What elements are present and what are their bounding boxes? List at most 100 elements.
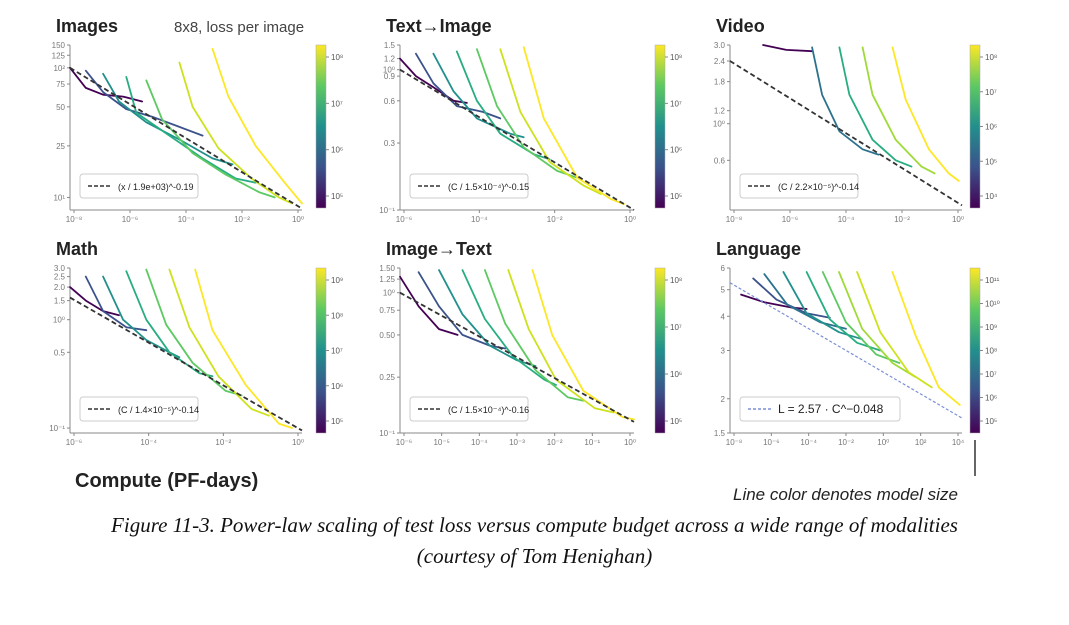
x-tick-label: 10⁰ (624, 438, 636, 447)
x-tick-label: 10⁻⁸ (66, 215, 83, 224)
y-tick-label: 1.2 (384, 55, 396, 64)
colorbar-tick-label: 10⁷ (985, 370, 997, 379)
series-group (399, 46, 625, 206)
x-tick-label: 10⁻⁴ (178, 215, 195, 224)
colorbar-tick-label: 10⁶ (985, 123, 997, 132)
legend-label: (C / 1.5×10⁻⁴)^-0.16 (448, 405, 529, 415)
colorbar-tick-label: 10¹¹ (985, 276, 1000, 285)
y-tick-label: 10⁻¹ (379, 206, 395, 215)
colorbar-tick-label: 10⁸ (670, 53, 682, 62)
legend-box (409, 173, 529, 199)
y-tick-label: 0.6 (714, 156, 726, 165)
colorbar-tick-label: 10⁵ (985, 157, 997, 166)
colorbar-tick-label: 10⁸ (331, 311, 343, 320)
panel-3: Video 3.0 2.4 1.8 1.2 10⁰ 0.6 10⁻⁸ 10⁻⁶ 10⁻⁴ 10⁻² 1… (713, 16, 998, 224)
x-tick-label: 10⁴ (952, 438, 965, 447)
series-line-3 (102, 275, 181, 359)
colorbar-tick-label: 10⁵ (670, 417, 682, 426)
colorbar-tick-label: 10⁸ (670, 276, 682, 285)
panel-title: Language (716, 239, 801, 259)
colorbar-tick-label: 10⁸ (985, 347, 997, 356)
colorbar-tick-label: 10⁷ (670, 323, 682, 332)
legend-box (739, 396, 901, 422)
legend-label: L = 2.57 · C^−0.048 (778, 402, 884, 416)
colorbar-tick-label: 10⁶ (670, 370, 682, 379)
colorbar-tick-label: 10⁶ (670, 146, 682, 155)
x-tick-label: 10⁻¹ (584, 438, 600, 447)
series-line-2 (811, 46, 880, 156)
y-tick-label: 10⁰ (713, 120, 725, 129)
colorbar-tick-label: 10⁸ (985, 53, 997, 62)
series-group (762, 44, 960, 182)
series-line-8 (856, 271, 933, 389)
y-tick-label: 3 (721, 347, 726, 356)
y-tick-label: 0.25 (379, 373, 395, 382)
series-line-7 (838, 271, 917, 379)
series-line-4 (125, 76, 257, 184)
colorbar (315, 267, 327, 434)
panel-title: Image→Text (386, 239, 492, 259)
y-tick-label: 2.0 (54, 283, 66, 292)
x-tick-label: 10⁻⁶ (66, 438, 82, 447)
colorbar-tick-label: 10⁷ (670, 99, 682, 108)
x-tick-label: 10⁻² (894, 215, 910, 224)
panel-5: Image→Text1.501.2510⁰0.750.500.2510⁻¹10⁻… (379, 239, 682, 447)
series-line-7 (194, 268, 293, 429)
y-tick-label: 10¹ (53, 193, 65, 202)
series-line-4 (861, 46, 936, 175)
series-line-6 (168, 268, 270, 417)
colorbar-tick-label: 10⁹ (985, 323, 997, 332)
x-tick-label: 10⁻⁴ (838, 215, 855, 224)
series-line-6 (499, 48, 602, 195)
series-line-1 (69, 286, 120, 317)
legend-box (79, 173, 199, 199)
colorbar (969, 267, 981, 434)
colorbar-note: Line color denotes model size (733, 485, 958, 504)
y-tick-label: 75 (56, 80, 65, 89)
colorbar-tick-label: 10⁷ (331, 347, 343, 356)
y-tick-label: 10⁰ (383, 289, 395, 298)
x-tick-label: 10⁻⁶ (122, 215, 138, 224)
series-line-4 (455, 50, 551, 161)
series-line-3 (438, 269, 537, 368)
x-tick-label: 10⁻⁶ (782, 215, 798, 224)
x-tick-label: 10² (915, 438, 927, 447)
series-line-3 (838, 46, 913, 168)
x-tick-label: 10⁻² (215, 438, 231, 447)
y-tick-label: 50 (56, 103, 65, 112)
y-tick-label: 0.6 (384, 97, 396, 106)
legend-label: (C / 1.4×10⁻⁵)^-0.14 (118, 405, 199, 415)
y-tick-label: 2.4 (714, 57, 726, 66)
colorbar-tick-label: 10⁵ (331, 417, 343, 426)
series-line-6 (821, 271, 901, 364)
series-line-6 (178, 61, 293, 205)
x-tick-label: 10⁻² (547, 215, 563, 224)
colorbar-tick-label: 10⁷ (985, 88, 997, 97)
fit-line (729, 60, 963, 207)
y-tick-label: 3.0 (714, 41, 726, 50)
y-tick-label: 0.50 (379, 331, 395, 340)
x-tick-label: 10⁰ (292, 438, 304, 447)
y-tick-label: 10⁰ (53, 316, 65, 325)
series-line-2 (84, 69, 204, 137)
y-tick-label: 125 (52, 51, 66, 60)
x-tick-label: 10⁻² (234, 215, 250, 224)
panel-title: Images (56, 16, 118, 36)
y-tick-label: 1.25 (379, 275, 395, 284)
colorbar-tick-label: 10⁶ (985, 394, 997, 403)
x-tick-label: 10⁻⁸ (726, 438, 743, 447)
fit-line (399, 291, 635, 423)
series-line-5 (145, 268, 243, 397)
y-tick-label: 0.75 (379, 306, 395, 315)
series-line-2 (752, 277, 831, 319)
y-tick-label: 0.3 (384, 139, 396, 148)
y-tick-label: 10⁰ (383, 66, 395, 75)
y-tick-label: 6 (721, 264, 726, 273)
series-line-7 (531, 269, 635, 421)
series-line-1 (69, 66, 144, 103)
panel-grid: Images 8x8, loss per image15012510²755025… (49, 16, 1000, 447)
colorbar-tick-label: 10⁵ (331, 192, 343, 201)
x-axis-label: Compute (PF-days) (75, 470, 258, 492)
